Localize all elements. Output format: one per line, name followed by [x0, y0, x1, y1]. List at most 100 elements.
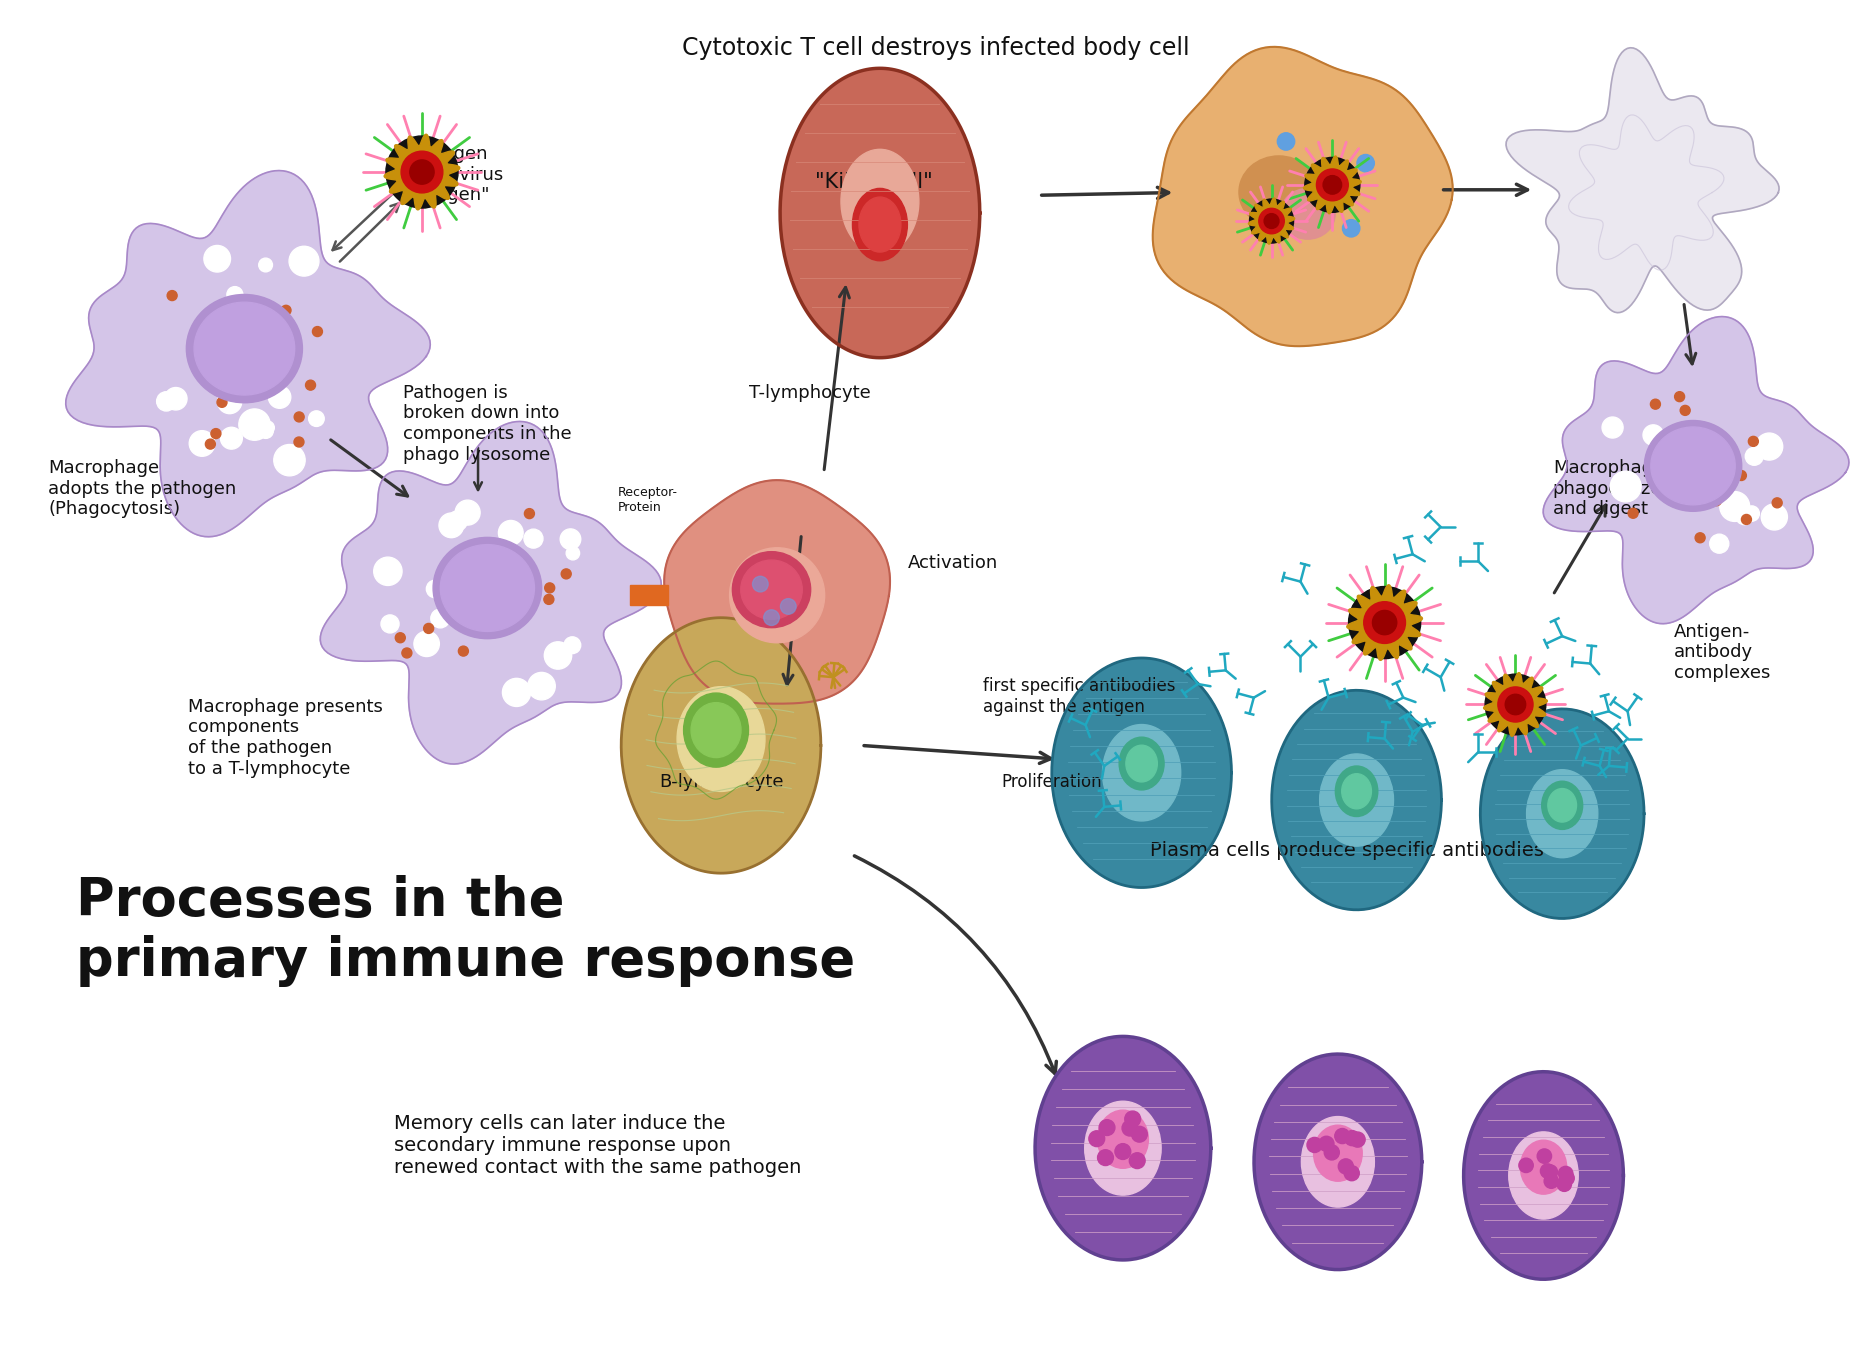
Circle shape	[157, 391, 176, 410]
Circle shape	[1357, 155, 1374, 172]
Text: Proliferation: Proliferation	[1002, 773, 1103, 791]
Text: Macrophage
adopts the pathogen
(Phagocytosis): Macrophage adopts the pathogen (Phagocyt…	[49, 458, 236, 518]
Circle shape	[462, 550, 474, 560]
Ellipse shape	[1526, 770, 1599, 858]
Circle shape	[1629, 509, 1638, 518]
Circle shape	[401, 152, 444, 193]
Circle shape	[1653, 469, 1685, 499]
Ellipse shape	[841, 149, 919, 253]
Polygon shape	[622, 618, 822, 873]
Circle shape	[374, 557, 402, 586]
Circle shape	[402, 648, 412, 658]
Circle shape	[240, 409, 270, 440]
Circle shape	[313, 327, 322, 337]
Circle shape	[502, 679, 530, 706]
Circle shape	[1277, 133, 1295, 150]
Polygon shape	[665, 480, 889, 703]
Circle shape	[524, 529, 543, 549]
Polygon shape	[781, 68, 979, 357]
Circle shape	[165, 387, 187, 410]
Circle shape	[305, 380, 316, 390]
Circle shape	[1324, 175, 1342, 194]
Circle shape	[1344, 1166, 1359, 1181]
Circle shape	[560, 529, 580, 550]
Circle shape	[1644, 425, 1664, 445]
Ellipse shape	[1548, 788, 1576, 822]
Circle shape	[1608, 420, 1621, 434]
Circle shape	[1657, 466, 1689, 498]
Circle shape	[1505, 694, 1526, 714]
Ellipse shape	[1320, 754, 1393, 847]
Circle shape	[294, 412, 303, 421]
Polygon shape	[1254, 1055, 1421, 1270]
Ellipse shape	[730, 547, 826, 643]
Circle shape	[227, 287, 243, 302]
Circle shape	[1484, 674, 1546, 735]
Circle shape	[167, 290, 178, 301]
Circle shape	[1249, 200, 1294, 244]
Ellipse shape	[683, 694, 749, 767]
Circle shape	[1099, 1119, 1116, 1135]
Circle shape	[1704, 497, 1713, 506]
Circle shape	[427, 580, 444, 598]
Ellipse shape	[691, 703, 741, 758]
Ellipse shape	[1084, 1101, 1161, 1196]
Polygon shape	[384, 134, 461, 209]
Circle shape	[447, 510, 468, 531]
Circle shape	[309, 410, 324, 427]
Circle shape	[206, 439, 215, 449]
Circle shape	[1559, 1167, 1572, 1181]
Circle shape	[1344, 1130, 1359, 1145]
Circle shape	[1305, 157, 1359, 212]
Circle shape	[260, 421, 275, 434]
Polygon shape	[1346, 584, 1423, 661]
Circle shape	[1338, 1159, 1353, 1174]
Circle shape	[1544, 1174, 1559, 1189]
Circle shape	[1610, 471, 1642, 502]
Text: Memory cells can later induce the
secondary immune response upon
renewed contact: Memory cells can later induce the second…	[393, 1114, 801, 1176]
Ellipse shape	[678, 687, 766, 792]
Circle shape	[1518, 1159, 1533, 1172]
Circle shape	[1762, 503, 1788, 529]
Circle shape	[1498, 687, 1533, 722]
Polygon shape	[66, 171, 431, 536]
Circle shape	[258, 259, 273, 272]
Circle shape	[1748, 436, 1758, 446]
Circle shape	[1773, 498, 1782, 508]
Circle shape	[524, 509, 534, 518]
Circle shape	[217, 390, 241, 413]
Ellipse shape	[1342, 774, 1372, 808]
Circle shape	[410, 160, 434, 185]
Circle shape	[498, 520, 522, 544]
Circle shape	[382, 614, 399, 633]
Circle shape	[1335, 1129, 1350, 1144]
Circle shape	[258, 423, 273, 438]
Circle shape	[545, 583, 554, 592]
Circle shape	[440, 513, 464, 538]
Ellipse shape	[732, 551, 811, 628]
Polygon shape	[1035, 1037, 1211, 1260]
Bar	[631, 586, 668, 605]
Circle shape	[195, 343, 206, 353]
Polygon shape	[1464, 1071, 1623, 1279]
Circle shape	[423, 624, 434, 633]
Ellipse shape	[1239, 156, 1318, 228]
Ellipse shape	[1651, 427, 1735, 505]
Ellipse shape	[432, 538, 541, 639]
Circle shape	[1735, 506, 1754, 525]
Text: Receptor-
Protein: Receptor- Protein	[618, 486, 678, 514]
Circle shape	[459, 646, 468, 657]
Circle shape	[1675, 391, 1685, 402]
Ellipse shape	[1280, 189, 1335, 239]
Circle shape	[1558, 1176, 1571, 1192]
Polygon shape	[1507, 48, 1778, 313]
Circle shape	[455, 501, 479, 525]
Circle shape	[1559, 1171, 1574, 1185]
Text: Processes in the
primary immune response: Processes in the primary immune response	[77, 876, 856, 988]
Ellipse shape	[1314, 1126, 1363, 1181]
Circle shape	[1711, 495, 1722, 506]
Ellipse shape	[1509, 1131, 1578, 1219]
Text: Pathogen
i. E. a virus
"Antigen": Pathogen i. E. a virus "Antigen"	[402, 145, 504, 204]
Circle shape	[562, 569, 571, 579]
Ellipse shape	[1125, 746, 1157, 782]
